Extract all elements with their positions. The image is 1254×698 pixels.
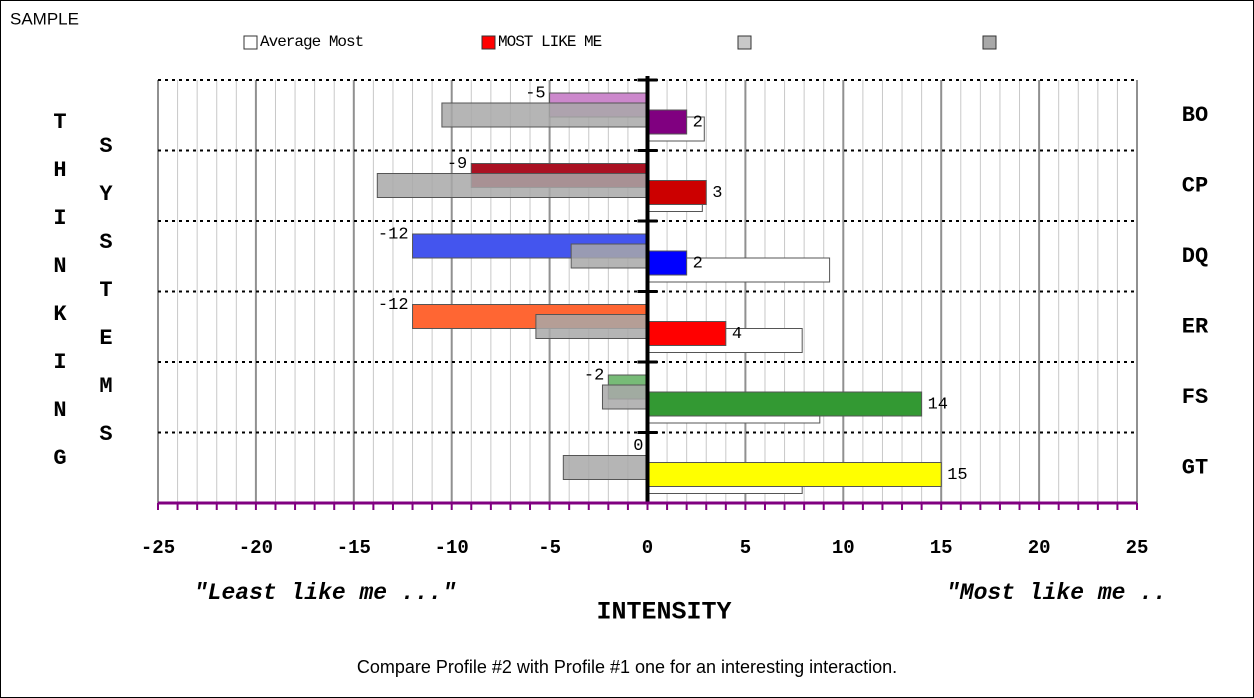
bar [376,173,648,198]
x-tick-label: -15 [337,537,371,559]
x-tick-label: -20 [239,537,273,559]
x-tick-label: 10 [832,537,855,559]
right-annotation: "Most like me .. [946,580,1167,606]
category-label: CP [1182,174,1208,199]
x-tick-label: 0 [642,537,653,559]
left-annotation: "Least like me ..." [194,580,456,606]
category-label: DQ [1182,244,1208,269]
data-label: 14 [928,395,948,414]
bar [647,180,707,205]
data-label: 0 [633,437,643,456]
category-label: BO [1182,103,1208,128]
legend-label: Average Most [260,33,363,51]
data-label: 15 [947,466,967,485]
data-label: -12 [378,296,409,315]
bar [647,462,942,487]
x-tick-label: 25 [1126,537,1149,559]
bar [647,391,923,417]
data-label: -5 [525,84,545,103]
x-tick-label: 15 [930,537,953,559]
x-tick-label: -10 [435,537,469,559]
legend-swatch [481,35,496,50]
data-label: -9 [447,155,467,174]
bar [647,321,727,346]
category-label: FS [1182,385,1208,410]
x-tick-label: 5 [740,537,751,559]
category-label: ER [1182,315,1209,340]
bar [562,455,649,480]
legend-label: MOST LIKE ME [498,33,602,51]
x-tick-label: -5 [538,537,561,559]
category-label: GT [1182,456,1208,481]
bar [647,109,688,135]
legend-swatch [737,35,752,50]
footnote: Compare Profile #2 with Profile #1 one f… [357,657,897,677]
x-tick-label: 20 [1028,537,1051,559]
data-label: -2 [584,366,604,385]
bar [535,314,648,339]
data-label: 4 [732,325,742,344]
data-label: 2 [693,113,703,132]
bar [570,243,648,269]
legend-swatch [243,35,258,50]
x-tick-label: -25 [141,537,175,559]
bar [601,384,649,410]
data-label: -12 [378,225,409,244]
bar [647,250,688,276]
x-axis-title: INTENSITY [596,598,731,627]
sample-label: SAMPLE [10,9,79,28]
legend-swatch [982,35,997,50]
bar [441,102,648,128]
data-label: 2 [693,254,703,273]
data-label: 3 [712,184,722,203]
